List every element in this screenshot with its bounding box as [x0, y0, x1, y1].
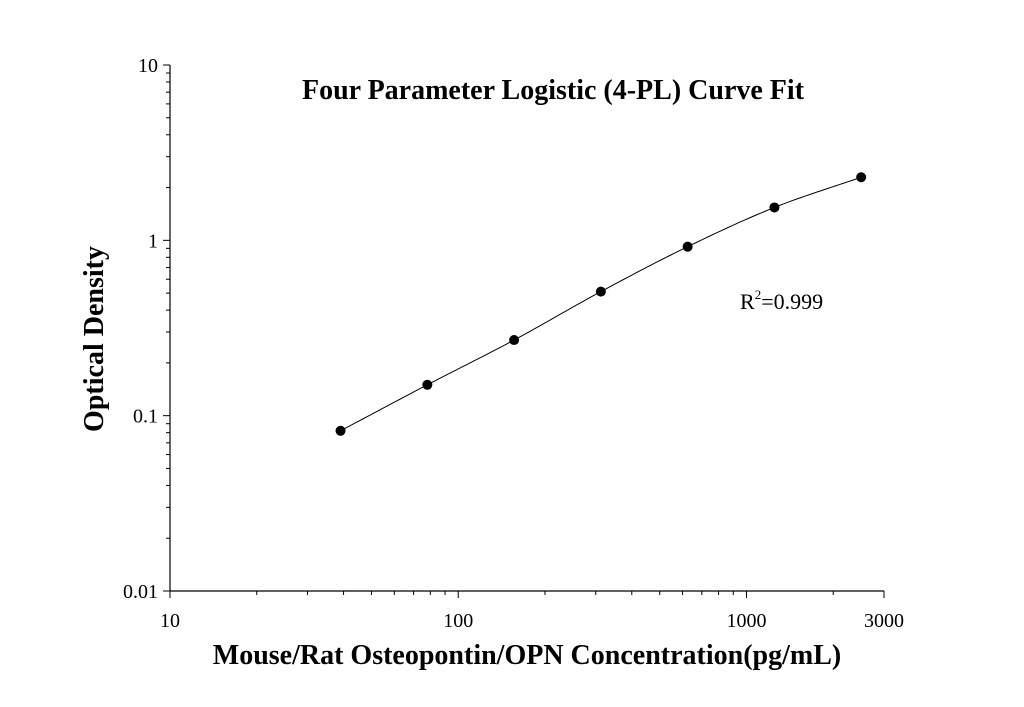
y-tick-label: 0.1	[133, 406, 158, 428]
r-squared-prefix: R	[740, 289, 755, 314]
x-tick-label: 10	[160, 610, 180, 632]
axes	[163, 64, 885, 598]
y-tick-label: 1	[148, 230, 158, 252]
data-point	[595, 286, 606, 297]
data-point	[422, 379, 433, 390]
r-squared-superscript: 2	[755, 287, 762, 302]
x-tick-labels: 10 100 1000 3000	[160, 610, 904, 632]
x-tick-label: 3000	[864, 610, 904, 632]
data-points	[335, 172, 867, 436]
x-tick-label: 1000	[726, 610, 766, 632]
r-squared-annotation: R2=0.999	[740, 287, 823, 314]
chart-title: Four Parameter Logistic (4-PL) Curve Fit	[302, 75, 805, 106]
r-squared-value: =0.999	[761, 289, 823, 314]
y-tick-labels: 0.01 0.1 1 10	[123, 55, 158, 603]
y-tick-label: 10	[138, 55, 158, 77]
data-point	[335, 425, 346, 436]
data-point	[509, 335, 520, 346]
x-tick-label: 100	[443, 610, 473, 632]
y-axis-title: Optical Density	[79, 246, 110, 432]
x-axis-title: Mouse/Rat Osteopontin/OPN Concentration(…	[213, 640, 841, 671]
data-point	[856, 172, 867, 183]
y-tick-label: 0.01	[123, 581, 158, 603]
data-point	[769, 202, 780, 213]
data-point	[682, 241, 693, 252]
